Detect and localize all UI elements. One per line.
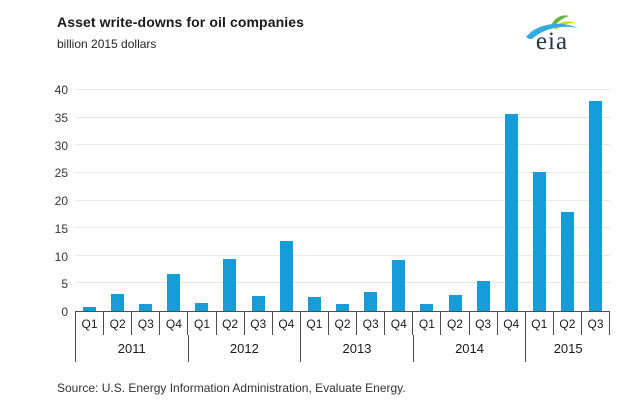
- y-tick-label: 20: [54, 194, 68, 208]
- quarter-label: Q4: [385, 312, 414, 335]
- bar-slot: [385, 90, 413, 311]
- gridline: [75, 254, 610, 256]
- gridline: [75, 227, 610, 229]
- bar: [476, 281, 490, 311]
- bar: [335, 304, 349, 311]
- bar-slot: [272, 90, 300, 311]
- chart-header: Asset write-downs for oil companies bill…: [57, 14, 610, 66]
- gridline: [75, 89, 610, 90]
- bar-slot: [554, 90, 582, 311]
- bar: [504, 114, 518, 311]
- y-tick-label: 25: [54, 166, 68, 181]
- bar-slot: [582, 90, 610, 311]
- chart-subtitle: billion 2015 dollars: [57, 37, 157, 51]
- bar: [167, 273, 181, 311]
- bar: [533, 172, 547, 311]
- gridline: [75, 144, 610, 146]
- bar: [364, 292, 378, 311]
- gridline: [75, 199, 610, 201]
- year-label: 2015: [553, 341, 583, 356]
- bar-slot: [131, 90, 159, 311]
- bar: [279, 241, 293, 311]
- quarter-label: Q3: [132, 312, 161, 335]
- bar-slot: [413, 90, 441, 311]
- bar-slot: [75, 90, 103, 311]
- plot-area: [75, 89, 610, 312]
- y-tick-label: 0: [61, 305, 68, 319]
- year-label: 2011: [76, 335, 189, 362]
- quarter-label: Q2: [554, 312, 582, 335]
- bar-slot: [159, 90, 187, 311]
- quarter-label: Q3: [245, 312, 273, 335]
- quarter-label: Q1: [76, 312, 105, 335]
- y-tick-label: 30: [54, 138, 68, 153]
- bar-slot: [216, 90, 244, 311]
- y-tick-label: 35: [54, 110, 68, 125]
- bar: [448, 294, 462, 311]
- bar: [195, 303, 209, 311]
- quarter-label: Q4: [498, 312, 526, 335]
- eia-swoosh-icon: [526, 15, 578, 39]
- quarter-row: Q1 Q2 Q3 Q4 Q1 Q2 Q3 Q4 Q1 Q2 Q3 Q4 Q1 Q2 Q3 Q4 Q1 Q2 Q3: [76, 312, 611, 335]
- bar: [110, 293, 124, 311]
- y-tick-label: 5: [61, 277, 68, 292]
- gridline: [75, 116, 610, 118]
- quarter-label: Q2: [441, 312, 470, 335]
- quarter-label: Q4: [273, 312, 301, 335]
- bar-slot: [244, 90, 272, 311]
- bar-chart: 0 5 10 15 20 25 30 35 40 Q1 Q2 Q3 Q4 Q1 Q2 Q3 Q4 Q1 Q2 Q3 Q…: [34, 83, 611, 362]
- x-axis: Q1 Q2 Q3 Q4 Q1 Q2 Q3 Q4 Q1 Q2 Q3 Q4 Q1 Q2 Q3 Q4 Q1 Q2 Q3 2…: [75, 312, 611, 362]
- gridline: [75, 282, 610, 284]
- source-note: Source: U.S. Energy Information Administ…: [57, 381, 406, 395]
- quarter-label: Q2: [104, 312, 133, 335]
- bar: [223, 259, 237, 311]
- quarter-label: Q2: [217, 312, 245, 335]
- year-label: 2014: [414, 335, 527, 362]
- quarter-label: Q1: [413, 312, 442, 335]
- quarter-label: Q1: [188, 312, 217, 335]
- bar: [589, 100, 603, 311]
- bar-slot: [188, 90, 216, 311]
- bar-slot: [526, 90, 554, 311]
- eia-logo: eia: [524, 13, 580, 55]
- bar-slot: [497, 90, 525, 311]
- bar: [82, 306, 96, 311]
- bar: [138, 304, 152, 311]
- gridline: [75, 171, 610, 173]
- bar: [392, 260, 406, 311]
- bar: [307, 297, 321, 311]
- year-row: 2011 2012 2013 2014 2015: [76, 335, 610, 362]
- quarter-label: Q1: [526, 312, 554, 335]
- year-label: 2013: [301, 335, 414, 362]
- eia-logo-text: eia: [535, 28, 569, 55]
- quarter-label: Q2: [329, 312, 358, 335]
- bar-slot: [469, 90, 497, 311]
- quarter-label: Q3: [357, 312, 386, 335]
- y-axis: 0 5 10 15 20 25 30 35 40: [34, 83, 68, 319]
- quarter-label: Q1: [301, 312, 329, 335]
- bar-slot: [328, 90, 356, 311]
- year-label: 2012: [189, 335, 302, 362]
- bar-slot: [441, 90, 469, 311]
- y-tick-label: 15: [54, 221, 68, 236]
- bar: [420, 303, 434, 311]
- bar: [561, 212, 575, 311]
- bar-slot: [357, 90, 385, 311]
- y-tick-label: 10: [54, 249, 68, 264]
- chart-title: Asset write-downs for oil companies: [57, 14, 304, 30]
- quarter-label: Q3: [582, 312, 611, 335]
- quarter-label: Q3: [470, 312, 498, 335]
- y-tick-label: 40: [54, 83, 68, 97]
- bar-slot: [300, 90, 328, 311]
- bar: [251, 295, 265, 311]
- bar-slot: [103, 90, 131, 311]
- plot-row: 0 5 10 15 20 25 30 35 40: [34, 83, 610, 319]
- quarter-label: Q4: [160, 312, 189, 335]
